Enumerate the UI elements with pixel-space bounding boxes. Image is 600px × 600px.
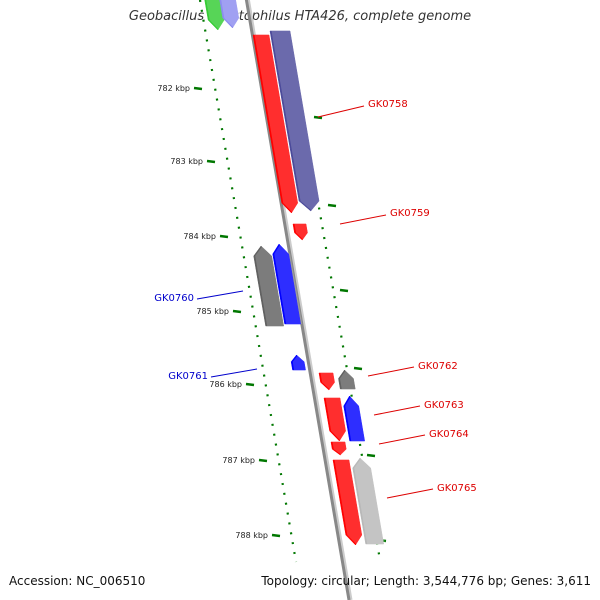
gene-label-leader [317,105,365,118]
gene-label-GK0762[interactable]: GK0762 [418,361,458,372]
gene-GK0762-arrow[interactable] [318,372,337,391]
gene-GK0760-homolog[interactable] [253,245,286,327]
major-tick [232,309,242,314]
genome-backbone [244,0,351,600]
gene-GK0759-arrow[interactable] [292,223,310,241]
kbp-label: 787 kbp [222,456,255,465]
gene-GK0764-arrow[interactable] [330,441,348,456]
major-tick [206,159,216,164]
kbp-label: 786 kbp [209,380,242,389]
major-tick [193,86,203,91]
gene-GK0763-homolog[interactable] [343,395,367,442]
major-tick [366,453,376,458]
gene-label-GK0764[interactable]: GK0764 [429,429,469,440]
partial-gene-blue[interactable] [218,0,241,29]
gene-GK0761-arrow[interactable] [290,354,308,371]
gene-label-GK0761[interactable]: GK0761 [168,371,208,382]
gene-label-GK0763[interactable]: GK0763 [424,400,464,411]
gene-label-GK0759[interactable]: GK0759 [390,208,430,219]
gene-label-GK0758[interactable]: GK0758 [368,99,408,110]
gene-label-leader [196,290,244,300]
kbp-label: 783 kbp [170,157,203,166]
gene-label-leader [367,366,415,377]
major-tick [353,366,363,371]
kbp-label: 782 kbp [157,84,190,93]
gene-GK0765-arrow[interactable] [332,459,364,546]
kbp-label: 788 kbp [235,531,268,540]
gene-label-GK0760[interactable]: GK0760 [154,293,194,304]
gene-GK0758-arrow[interactable] [252,34,300,214]
major-tick [258,458,268,463]
genome-summary: Topology: circular; Length: 3,544,776 bp… [261,574,591,588]
gene-label-leader [373,405,421,416]
gene-label-leader [386,488,434,499]
kbp-label: 784 kbp [183,232,216,241]
kbp-label: 785 kbp [196,307,229,316]
gene-GK0758-homolog[interactable] [269,30,321,212]
gene-label-GK0765[interactable]: GK0765 [437,483,477,494]
major-tick [327,203,337,208]
gene-GK0763-arrow[interactable] [323,397,348,442]
gene-label-leader [378,434,426,445]
gene-GK0765-homolog[interactable] [352,457,386,545]
accession-text: Accession: NC_006510 [9,574,146,588]
major-tick [271,533,281,538]
gene-GK0760-arrow[interactable] [272,243,303,325]
major-tick [245,382,255,387]
major-tick [313,115,323,120]
major-tick [339,288,349,293]
gene-label-leader [339,214,387,225]
gene-GK0762-homolog[interactable] [338,369,357,390]
major-tick [219,234,229,239]
gene-label-leader [210,368,258,378]
